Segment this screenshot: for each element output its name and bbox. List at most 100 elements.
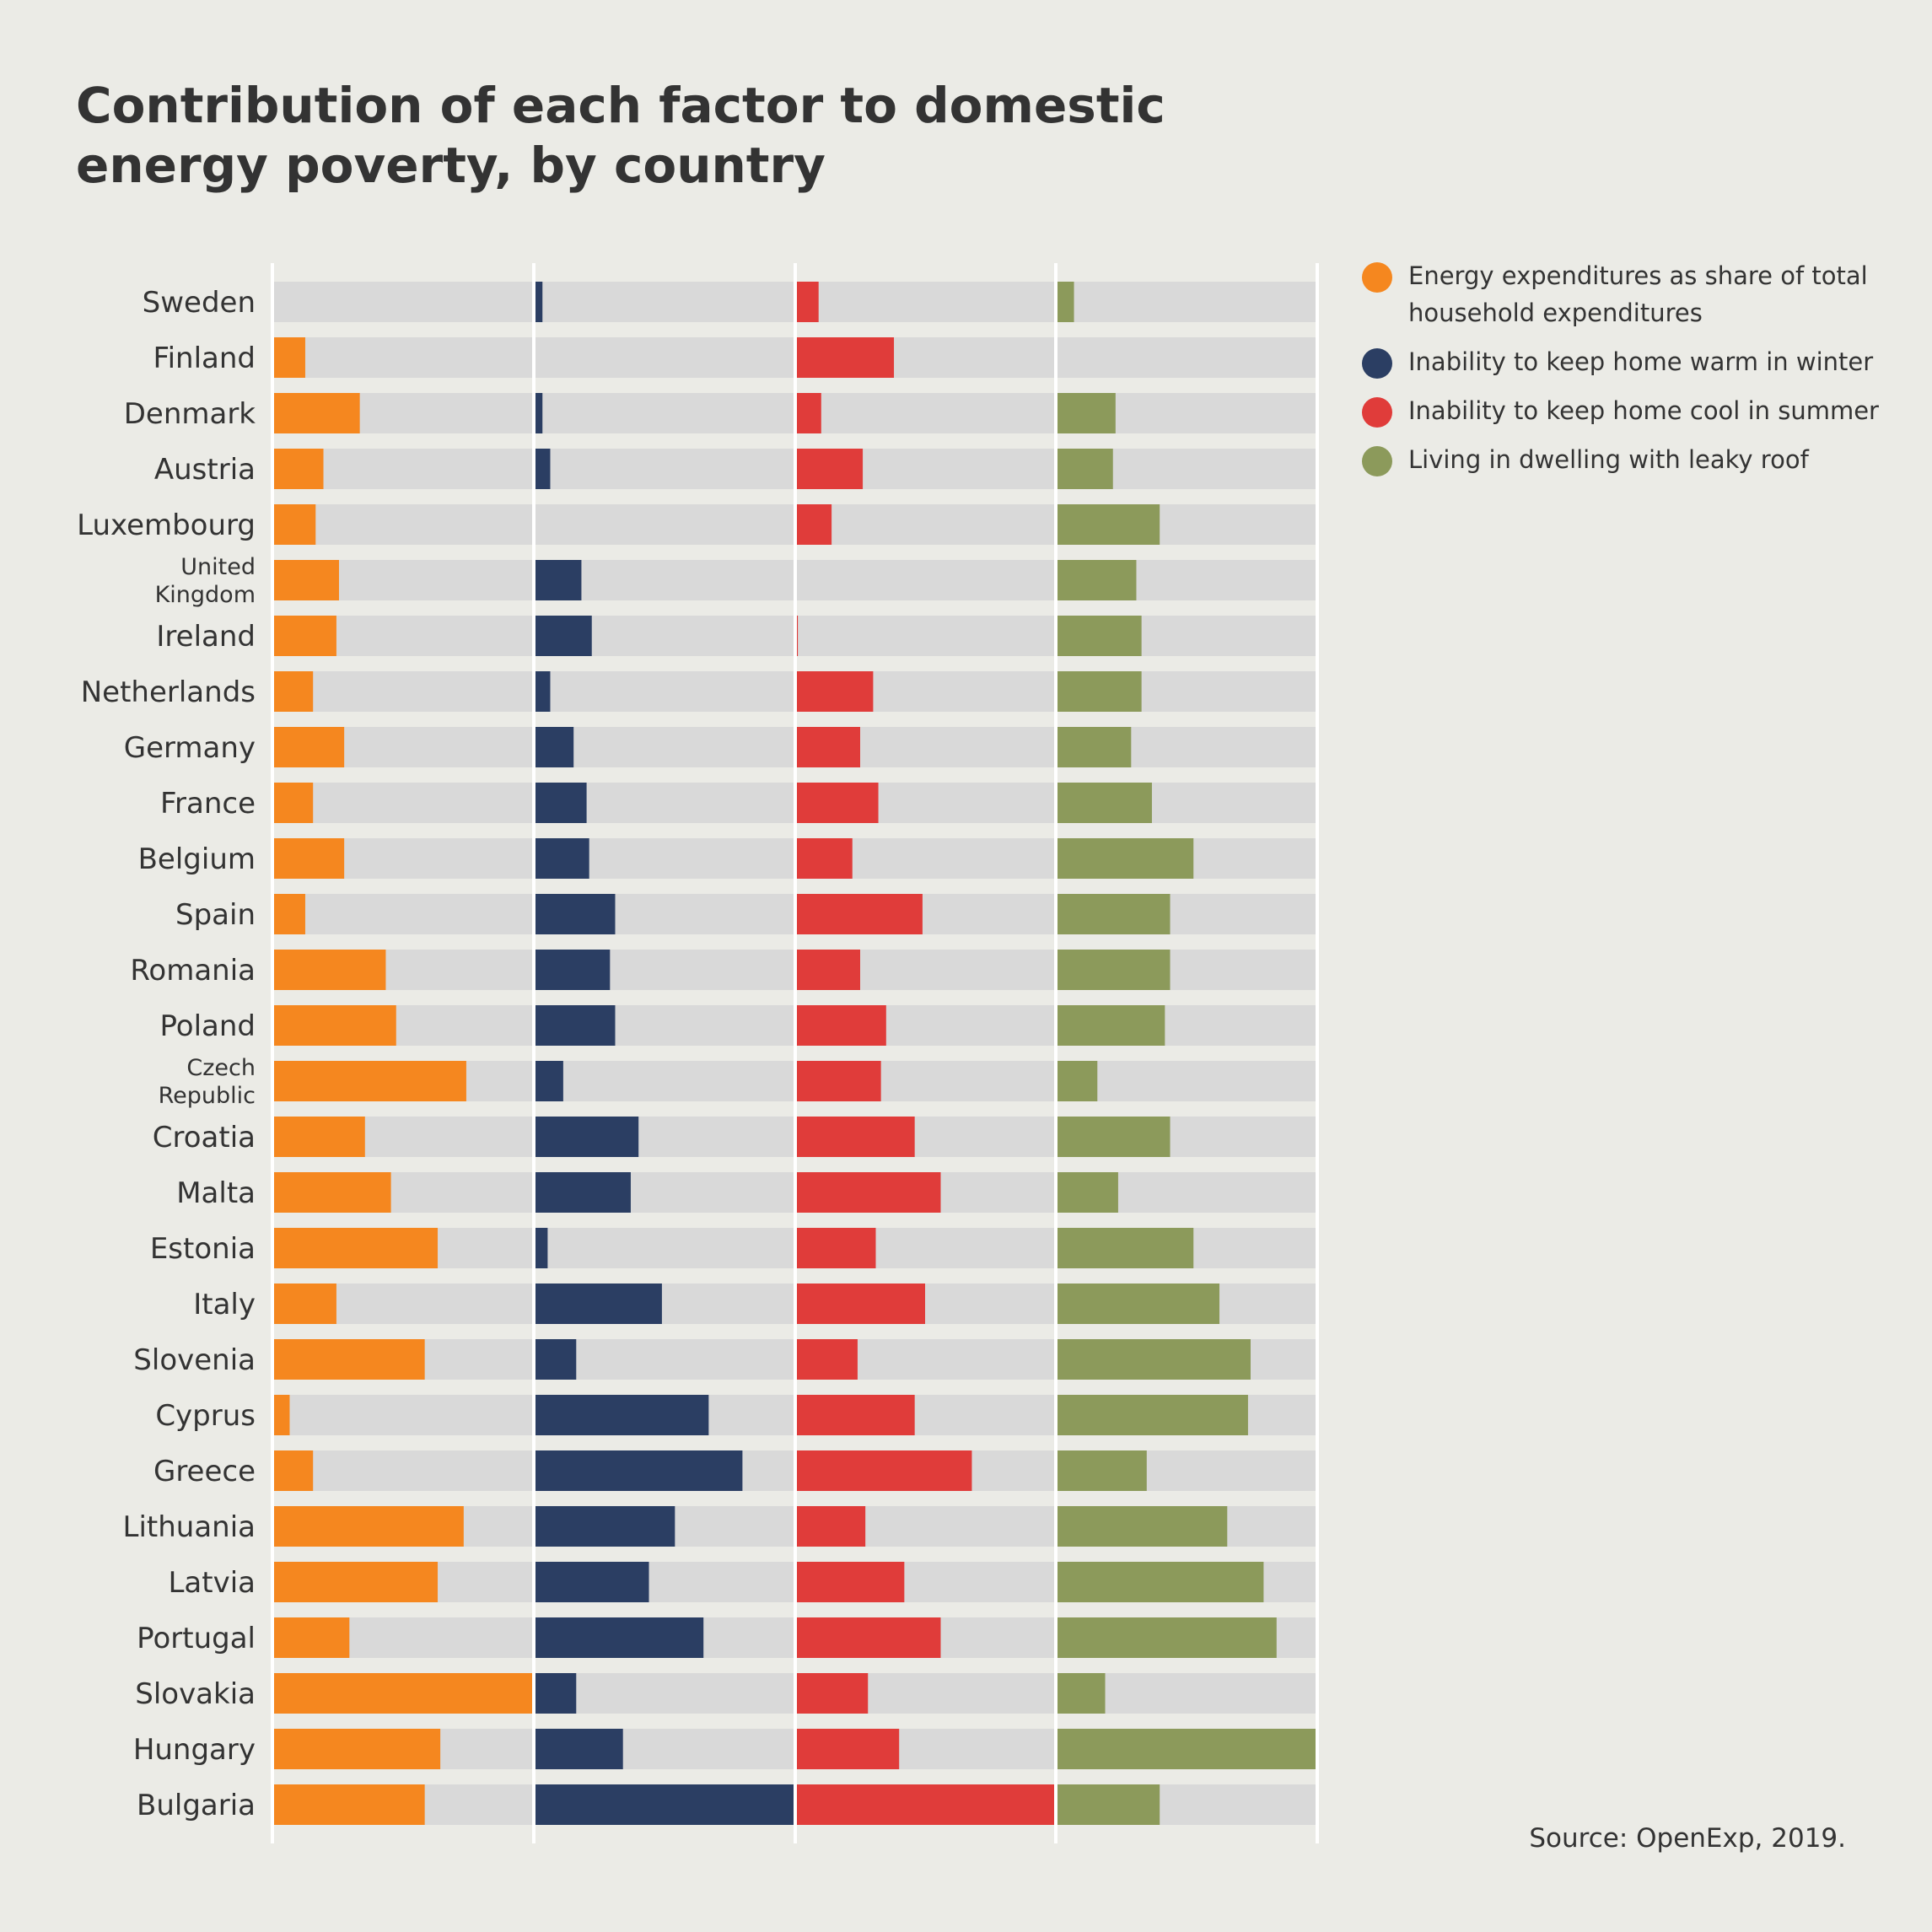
country-label-belgium: Belgium: [138, 842, 256, 876]
track-sweden-3: [795, 282, 1055, 322]
bar-austria-series-3: [795, 449, 864, 489]
bar-france-series-2: [535, 783, 587, 823]
track-spain-1: [274, 894, 534, 934]
bar-cyprus-series-3: [795, 1395, 915, 1435]
bar-romania-series-4: [1056, 950, 1171, 990]
chart-title-line-1: Contribution of each factor to domestic: [76, 77, 1165, 134]
bar-malta-series-2: [535, 1172, 631, 1213]
country-label-cyprus: Cyprus: [155, 1399, 256, 1433]
bar-united-kingdom-series-4: [1056, 560, 1137, 600]
bar-cyprus-series-2: [535, 1395, 709, 1435]
bar-croatia-series-3: [795, 1117, 915, 1157]
country-label-malta: Malta: [176, 1176, 256, 1210]
bar-belgium-series-3: [795, 838, 853, 879]
bar-bulgaria-series-1: [274, 1784, 425, 1825]
bar-belgium-series-1: [274, 838, 345, 879]
legend-item-4: Living in dwelling with leaky roof: [1362, 441, 1902, 478]
bar-poland-series-2: [535, 1005, 616, 1046]
country-label-line: Czech: [186, 1055, 256, 1081]
country-label-bulgaria: Bulgaria: [137, 1789, 256, 1822]
bar-austria-series-2: [535, 449, 551, 489]
bar-italy-series-1: [274, 1284, 336, 1324]
legend-item-2: Inability to keep home warm in winter: [1362, 343, 1902, 380]
bar-hungary-series-4: [1056, 1729, 1316, 1769]
country-label-line: Kingdom: [155, 582, 256, 608]
bar-croatia-series-4: [1056, 1117, 1171, 1157]
bar-slovakia-series-2: [535, 1673, 577, 1714]
track-germany-2: [535, 727, 794, 767]
bar-malta-series-1: [274, 1172, 391, 1213]
bar-malta-series-4: [1056, 1172, 1118, 1213]
bar-greece-series-3: [795, 1450, 972, 1491]
bar-hungary-series-1: [274, 1729, 441, 1769]
bar-spain-series-3: [795, 894, 923, 934]
bar-germany-series-3: [795, 727, 860, 767]
track-cyprus-1: [274, 1395, 534, 1435]
bar-portugal-series-4: [1056, 1617, 1277, 1658]
country-label-luxembourg: Luxembourg: [77, 509, 256, 542]
bar-czech-republic-series-2: [535, 1061, 563, 1101]
legend-swatch: [1362, 397, 1392, 428]
country-label-italy: Italy: [193, 1288, 256, 1321]
track-sweden-1: [274, 282, 534, 322]
track-finland-1: [274, 337, 534, 378]
track-finland-2: [535, 337, 794, 378]
bar-spain-series-1: [274, 894, 305, 934]
country-label-line: United: [180, 554, 256, 580]
bar-luxembourg-series-4: [1056, 504, 1160, 545]
country-label-germany: Germany: [124, 731, 256, 765]
bar-portugal-series-1: [274, 1617, 350, 1658]
track-greece-1: [274, 1450, 534, 1491]
legend-item-1: Energy expenditures as share of total hou…: [1362, 257, 1902, 331]
bar-slovenia-series-2: [535, 1339, 577, 1380]
track-luxembourg-1: [274, 504, 534, 545]
bar-ireland-series-4: [1056, 616, 1142, 656]
bar-luxembourg-series-3: [795, 504, 832, 545]
country-label-line: Republic: [159, 1083, 256, 1109]
bar-romania-series-3: [795, 950, 860, 990]
bar-slovenia-series-3: [795, 1339, 858, 1380]
country-label-czech-republic: Czech Republic: [159, 1055, 256, 1109]
country-label-slovenia: Slovenia: [133, 1343, 256, 1377]
track-united-kingdom-3: [795, 560, 1055, 600]
legend-label: Living in dwelling with leaky roof: [1408, 445, 1809, 474]
track-luxembourg-2: [535, 504, 794, 545]
track-sweden-2: [535, 282, 794, 322]
bar-slovakia-series-4: [1056, 1673, 1106, 1714]
bar-lithuania-series-1: [274, 1506, 464, 1547]
bar-romania-series-2: [535, 950, 611, 990]
bar-ireland-series-1: [274, 616, 336, 656]
country-label-poland: Poland: [159, 1009, 256, 1043]
bar-estonia-series-1: [274, 1228, 439, 1268]
source-note: Source: OpenExp, 2019.: [1529, 1823, 1846, 1854]
track-denmark-3: [795, 393, 1055, 433]
bar-latvia-series-4: [1056, 1562, 1264, 1602]
track-austria-2: [535, 449, 794, 489]
track-netherlands-1: [274, 671, 534, 712]
country-label-denmark: Denmark: [124, 397, 256, 431]
track-france-1: [274, 783, 534, 823]
bar-portugal-series-2: [535, 1617, 704, 1658]
country-label-ireland: Ireland: [156, 620, 256, 654]
track-estonia-2: [535, 1228, 794, 1268]
bar-latvia-series-1: [274, 1562, 439, 1602]
bar-czech-republic-series-3: [795, 1061, 881, 1101]
country-label-latvia: Latvia: [168, 1566, 256, 1600]
bar-denmark-series-2: [535, 393, 543, 433]
bar-malta-series-3: [795, 1172, 941, 1213]
bar-romania-series-1: [274, 950, 386, 990]
bar-finland-series-3: [795, 337, 895, 378]
bar-cyprus-series-1: [274, 1395, 290, 1435]
chart-title: Contribution of each factor to domestic …: [76, 76, 1172, 196]
country-label-slovakia: Slovakia: [135, 1677, 256, 1711]
bar-bulgaria-series-2: [535, 1784, 794, 1825]
legend-swatch: [1362, 262, 1392, 293]
bar-poland-series-3: [795, 1005, 886, 1046]
chart-legend: Energy expenditures as share of total hou…: [1362, 257, 1902, 490]
bar-germany-series-2: [535, 727, 574, 767]
bar-denmark-series-1: [274, 393, 360, 433]
bar-denmark-series-3: [795, 393, 821, 433]
track-czech-republic-2: [535, 1061, 794, 1101]
country-label-austria: Austria: [154, 453, 256, 487]
